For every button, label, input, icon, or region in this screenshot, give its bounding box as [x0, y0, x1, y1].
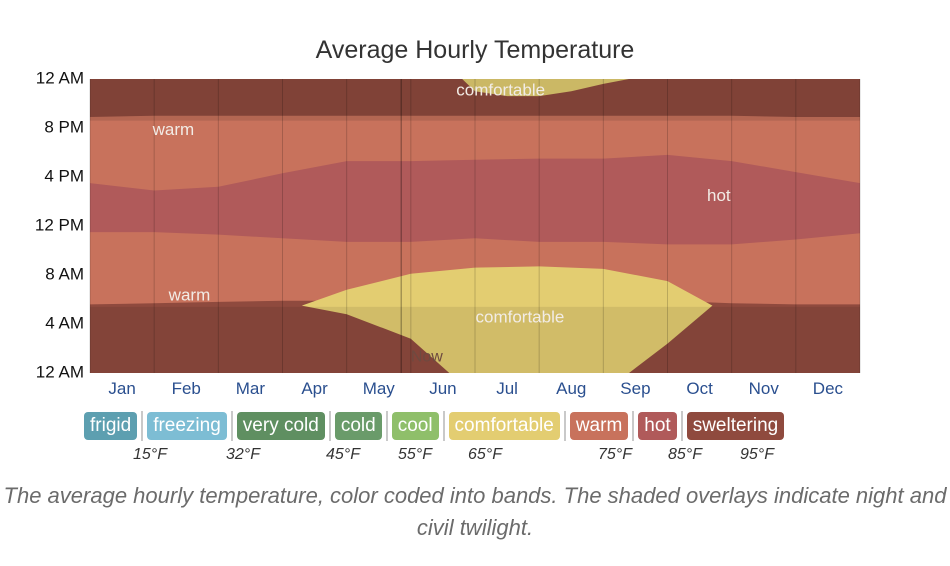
temperature-legend: frigid freezing very cold cold cool comf…	[84, 411, 785, 441]
legend-separator	[563, 411, 566, 441]
y-tick-label: 4 AM	[45, 313, 84, 332]
y-tick-label: 12 AM	[36, 362, 84, 381]
threshold-label: 32°F	[226, 446, 260, 463]
night-overlay-evening	[90, 79, 860, 121]
temperature-bands	[90, 79, 860, 373]
y-tick-label: 8 PM	[44, 117, 84, 136]
legend-comfortable: comfortable	[448, 412, 560, 440]
night-overlay-morning	[90, 306, 860, 373]
legend-separator	[230, 411, 233, 441]
month-gridlines	[89, 79, 861, 373]
legend-very-cold: very cold	[236, 412, 325, 440]
legend-hot: hot	[638, 412, 677, 440]
band-label: warm	[152, 120, 195, 139]
threshold-label: 45°F	[326, 446, 360, 463]
threshold-label: 65°F	[468, 446, 502, 463]
band-comfortable-top	[462, 79, 629, 97]
band-comfortable-morning	[301, 266, 713, 373]
band-label: comfortable	[476, 307, 565, 326]
legend-cool: cool	[391, 412, 439, 440]
legend-cold: cold	[334, 412, 382, 440]
legend-sweltering: sweltering	[686, 412, 785, 440]
night-twilight-overlay	[90, 79, 860, 373]
x-tick-label: Aug	[556, 379, 586, 398]
chart-caption: The average hourly temperature, color co…	[3, 483, 947, 540]
x-tick-label: Mar	[236, 379, 266, 398]
legend-separator	[632, 411, 635, 441]
legend-separator	[680, 411, 683, 441]
x-tick-label: Jun	[429, 379, 456, 398]
temperature-chart: comfortable warm hot warm comfortable Now 12 …	[35, 68, 861, 398]
x-tick-label: Jul	[496, 379, 518, 398]
legend-frigid: frigid	[84, 412, 138, 440]
legend-separator	[385, 411, 388, 441]
y-tick-label: 12 PM	[35, 215, 84, 234]
y-tick-label: 4 PM	[44, 166, 84, 185]
x-tick-label: Oct	[686, 379, 713, 398]
x-tick-label: Nov	[749, 379, 780, 398]
threshold-label: 15°F	[133, 446, 167, 463]
y-tick-label: 8 AM	[45, 264, 84, 283]
y-axis-ticks: 12 AM 8 PM 4 PM 12 PM 8 AM 4 AM 12 AM	[35, 68, 84, 381]
band-label: hot	[707, 186, 731, 205]
band-hot	[90, 154, 860, 245]
x-tick-label: Feb	[172, 379, 201, 398]
threshold-label: 55°F	[398, 446, 432, 463]
band-label: warm	[168, 285, 211, 304]
x-tick-label: Dec	[813, 379, 844, 398]
legend-separator	[442, 411, 445, 441]
legend-freezing: freezing	[147, 412, 227, 440]
x-tick-label: Apr	[301, 379, 328, 398]
legend-warm: warm	[569, 412, 629, 440]
now-label: Now	[411, 348, 443, 365]
x-tick-label: Jan	[108, 379, 135, 398]
chart-title: Average Hourly Temperature	[315, 36, 635, 64]
band-labels: comfortable warm hot warm comfortable Now	[152, 81, 731, 366]
legend-separator	[328, 411, 331, 441]
x-axis-ticks: Jan Feb Mar Apr May Jun Jul Aug Sep Oct Nov Dec	[108, 379, 843, 398]
threshold-label: 75°F	[598, 446, 632, 463]
x-tick-label: May	[363, 379, 396, 398]
band-label: comfortable	[456, 81, 545, 100]
threshold-label: 85°F	[668, 446, 702, 463]
x-tick-label: Sep	[620, 379, 650, 398]
threshold-label: 95°F	[740, 446, 774, 463]
legend-separator	[141, 411, 144, 441]
y-tick-label: 12 AM	[36, 68, 84, 87]
